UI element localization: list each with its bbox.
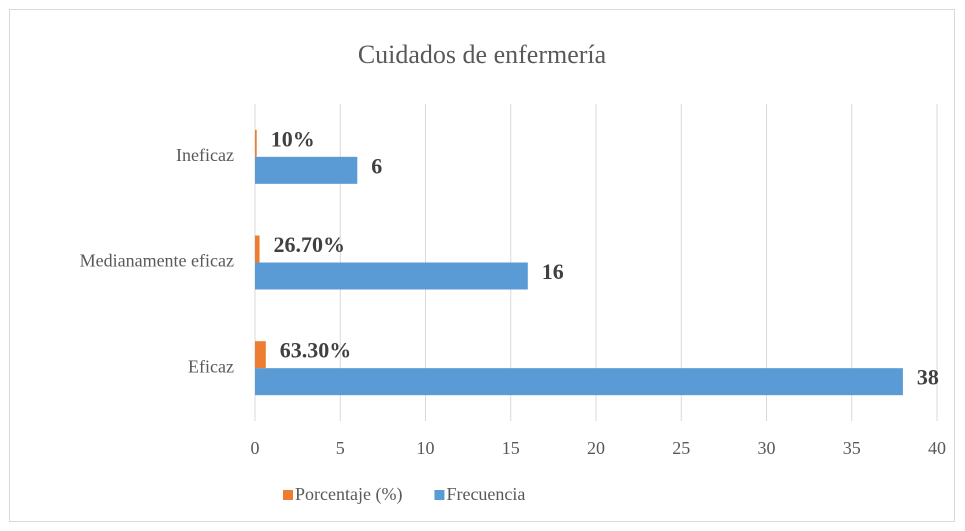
x-tick-label: 35: [843, 438, 861, 458]
bar: [255, 368, 903, 396]
x-tick-label: 15: [502, 438, 520, 458]
legend-label: Porcentaje (%): [295, 484, 402, 505]
x-tick-label: 20: [587, 438, 605, 458]
x-tick-label: 10: [417, 438, 435, 458]
x-tick-label: 5: [336, 438, 345, 458]
data-label: 16: [542, 259, 564, 284]
legend-label: Frecuencia: [446, 484, 525, 504]
x-tick-label: 40: [928, 438, 946, 458]
legend-swatch: [283, 490, 293, 500]
x-tick-label: 0: [251, 438, 260, 458]
y-tick-label: Eficaz: [188, 356, 234, 376]
x-tick-label: 25: [672, 438, 690, 458]
bar: [255, 235, 260, 263]
x-tick-label: 30: [758, 438, 776, 458]
bar: [255, 129, 257, 157]
data-label: 26.70%: [274, 232, 346, 257]
y-tick-label: Ineficaz: [176, 145, 234, 165]
data-label: 38: [917, 365, 939, 390]
bar: [255, 156, 358, 184]
data-label: 63.30%: [280, 338, 352, 363]
chart-title: Cuidados de enfermería: [358, 40, 607, 69]
bar: [255, 262, 528, 290]
y-tick-label: Medianamente eficaz: [80, 251, 234, 271]
legend-swatch: [434, 490, 445, 500]
bar: [255, 341, 266, 369]
data-label: 10%: [271, 126, 315, 151]
data-label: 6: [371, 153, 382, 178]
